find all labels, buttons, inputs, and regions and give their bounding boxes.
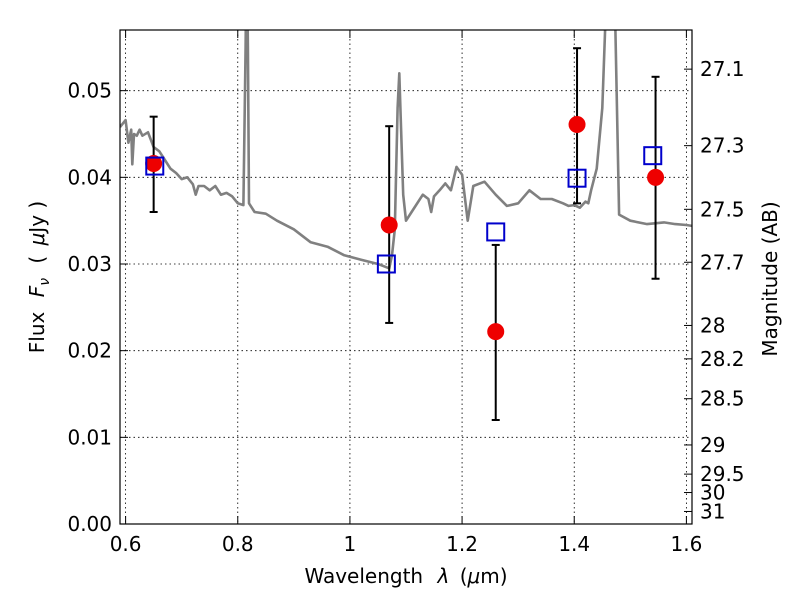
model-photometry-point — [567, 168, 587, 188]
y-axis-label-text: Flux — [25, 311, 49, 353]
x-axis-label: Wavelength λ (μm) — [304, 564, 507, 588]
data-point-layer — [145, 115, 665, 341]
x-axis-label-text: Wavelength — [304, 564, 423, 588]
y-axis-label-unit-mu: μ — [25, 233, 49, 247]
x-tick-label: 1.2 — [446, 532, 478, 556]
observed-point — [487, 323, 505, 341]
observed-point — [568, 115, 586, 133]
y-tick-label: 0.04 — [67, 165, 112, 189]
x-tick-label: 1.6 — [670, 532, 702, 556]
y2-tick-label: 30 — [700, 481, 725, 505]
y2-tick-label: 27.3 — [700, 134, 745, 158]
x-tick-label: 0.6 — [110, 532, 142, 556]
model-spectrum-layer — [120, 30, 692, 270]
y-tick-label: 0.01 — [67, 425, 112, 449]
y2-tick-label: 27.1 — [700, 57, 745, 81]
tick-layer: 0.6 0.8 1 1.2 1.4 1.6 0.00 0.01 0.02 0.03 0.04 0.05… — [67, 30, 745, 556]
y2-tick-label: 27.5 — [700, 197, 745, 221]
y2-tick-label: 28.5 — [700, 387, 745, 411]
x-axis-label-symbol: λ — [436, 564, 449, 588]
y2-tick-label: 28.2 — [700, 347, 745, 371]
x-axis-label-unit-rest: m) — [480, 564, 507, 588]
model-spectrum-line — [120, 30, 692, 270]
x-tick-label: 1 — [344, 532, 357, 556]
y2-tick-label: 27.7 — [700, 250, 745, 274]
y-axis-label: Flux Fν ( μJy ) — [25, 201, 54, 353]
y2-tick-label: 31 — [700, 499, 725, 523]
x-axis-label-unit-mu: μ — [467, 564, 481, 588]
y-tick-label: 0.03 — [67, 252, 112, 276]
x-tick-label: 1.4 — [558, 532, 590, 556]
x-tick-label: 0.8 — [222, 532, 254, 556]
model-photometry-point — [145, 156, 165, 176]
plot-frame — [119, 29, 693, 525]
x-axis-label-unit-open: ( — [460, 564, 468, 588]
y-axis-label-symbol-sub: ν — [37, 278, 53, 286]
y-axis-label-unit-open: ( — [25, 256, 49, 264]
y-axis-label-unit-rest: Jy ) — [25, 201, 49, 235]
y2-axis-label: Magnitude (AB) — [758, 201, 782, 356]
model-photometry-point — [643, 146, 663, 166]
y-tick-label: 0.00 — [67, 512, 112, 536]
model-photometry-point — [376, 254, 396, 274]
observed-point — [380, 216, 398, 234]
y-tick-label: 0.02 — [67, 339, 112, 363]
y2-tick-label: 28 — [700, 313, 725, 337]
observed-point — [647, 168, 665, 186]
y2-tick-label: 29.5 — [700, 462, 745, 486]
y2-tick-label: 29 — [700, 433, 725, 457]
model-photometry-point — [486, 222, 506, 242]
y-axis-label-symbol: F — [25, 285, 49, 297]
y-tick-label: 0.05 — [67, 79, 112, 103]
